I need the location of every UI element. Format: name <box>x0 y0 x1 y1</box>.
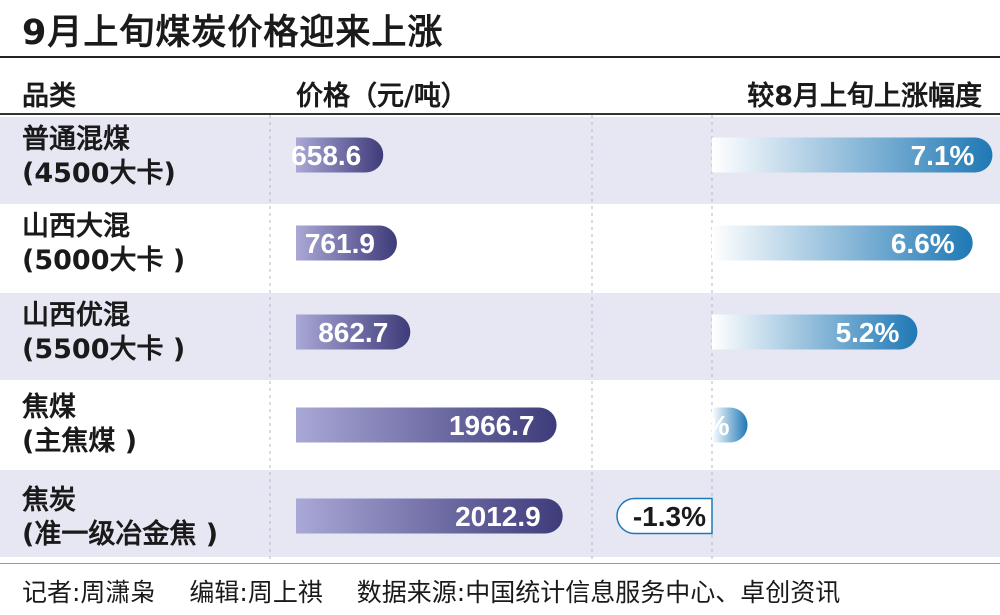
change-bar <box>712 137 993 173</box>
footer-divider <box>0 563 1000 564</box>
change-bar <box>712 225 973 261</box>
price-bar <box>296 498 563 534</box>
data-source: 数据来源:中国统计信息服务中心、卓创资讯 <box>356 578 841 607</box>
title-divider <box>0 56 1000 58</box>
column-header-change: 较8月上旬上涨幅度 <box>747 81 982 112</box>
footer-credits: 记者:周潇枭 编辑:周上祺 数据来源:中国统计信息服务中心、卓创资讯 <box>22 573 866 609</box>
category-label: 山西优混 (5500大卡 ) <box>22 300 186 365</box>
price-bar <box>296 407 557 443</box>
change-label: 5.2% <box>836 317 900 348</box>
price-label: 862.7 <box>318 317 388 348</box>
category-label: 焦炭 (准一级冶金焦 ) <box>22 485 219 550</box>
change-label: -1.3% <box>633 501 706 532</box>
change-bar <box>712 314 918 350</box>
column-header-category: 品类 <box>22 81 76 112</box>
category-label: 普通混煤 (4500大卡) <box>22 124 176 189</box>
change-bar <box>712 407 748 443</box>
change-label: 6.6% <box>891 228 955 259</box>
price-label: 1966.7 <box>449 410 535 441</box>
price-label: 2012.9 <box>455 501 541 532</box>
table-row: 山西大混 (5000大卡 ) <box>0 204 1000 291</box>
change-label: 0.9% <box>666 410 730 441</box>
editor-credit: 编辑:周上祺 <box>189 578 323 607</box>
chart-title: 9月上旬煤炭价格迎来上涨 <box>22 13 444 53</box>
category-label: 焦煤 (主焦煤 ) <box>22 392 138 457</box>
change-bar-negative <box>616 497 713 535</box>
price-bar <box>296 314 411 350</box>
price-bar <box>296 225 397 261</box>
price-label: 658.6 <box>291 140 361 171</box>
header-divider <box>0 113 1000 115</box>
change-label: 7.1% <box>911 140 975 171</box>
table-row: 焦煤 (主焦煤 ) <box>0 381 1000 468</box>
reporter-credit: 记者:周潇枭 <box>22 578 156 607</box>
table-row: 焦炭 (准一级冶金焦 ) <box>0 470 1000 557</box>
column-header-price: 价格（元/吨） <box>296 81 468 112</box>
price-bar <box>296 137 384 173</box>
price-label: 761.9 <box>305 228 375 259</box>
category-label: 山西大混 (5000大卡 ) <box>22 211 186 276</box>
